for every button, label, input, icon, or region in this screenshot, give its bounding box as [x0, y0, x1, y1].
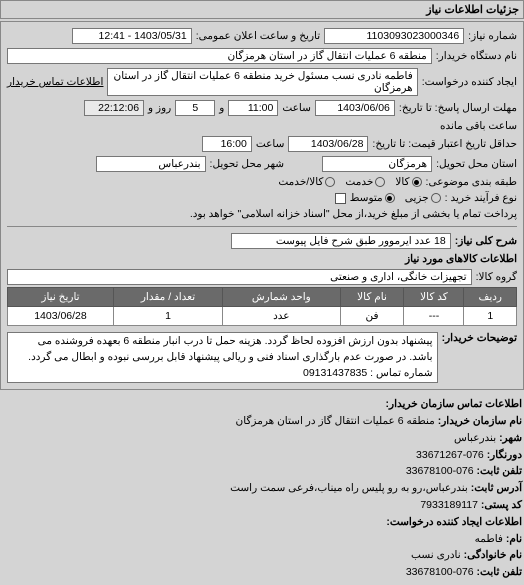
remarks-label: توضیحات خریدار:	[442, 332, 517, 344]
th-2: نام کالا	[340, 288, 404, 307]
c-zip: 7933189117	[420, 499, 478, 511]
remain-time: 22:12:06	[84, 100, 144, 116]
req-no-value: 1103093023000346	[324, 28, 464, 44]
contact-panel: اطلاعات تماس سازمان خریدار: نام سازمان خ…	[0, 392, 524, 585]
province-value: هرمزگان	[322, 156, 432, 172]
valid-date: 1403/06/28	[288, 136, 368, 152]
table-row: 1 --- فن عدد 1 1403/06/28	[8, 307, 517, 326]
c-org: منطقه 6 عملیات انتقال گاز در استان هرمزگ…	[236, 415, 435, 427]
td-4: 1	[113, 307, 222, 326]
c-addr: بندرعباس،رو به رو پلیس راه میناب،فرعی سم…	[230, 482, 468, 494]
radio-icon	[375, 177, 385, 187]
c-phone-label: تلفن ثابت:	[477, 465, 522, 477]
th-3: واحد شمارش	[223, 288, 341, 307]
c-name: فاطمه	[475, 533, 503, 545]
pack-label: طبقه بندی موضوعی:	[426, 176, 517, 188]
c-fax-label: دورنگار:	[487, 449, 522, 461]
need-title-label: شرح کلی نیاز:	[455, 235, 517, 247]
remain-suffix: ساعت باقی مانده	[440, 120, 517, 132]
c-city: بندرعباس	[454, 432, 496, 444]
time-label-2: ساعت	[256, 138, 285, 150]
valid-label: حداقل تاریخ اعتبار قیمت: تا تاریخ:	[372, 138, 517, 150]
time-label-1: ساعت	[282, 102, 311, 114]
buy-type-label: نوع فرآیند خرید :	[445, 192, 517, 204]
contact-title: اطلاعات تماس سازمان خریدار:	[2, 396, 522, 413]
c-lname: نادری نسب	[411, 549, 461, 561]
pack-radio-group: کالا خدمت کالا/خدمت	[278, 176, 421, 188]
radio-icon	[385, 193, 395, 203]
c-cphone-label: تلفن ثابت:	[477, 566, 522, 578]
c-req-header: اطلاعات ایجاد کننده درخواست:	[2, 514, 522, 531]
buy-radio-group: جزیی متوسط	[350, 192, 441, 204]
radio-icon	[325, 177, 335, 187]
valid-time: 16:00	[202, 136, 252, 152]
city-value: بندرعباس	[96, 156, 206, 172]
pack-opt-1[interactable]: خدمت	[345, 176, 385, 188]
td-0: 1	[464, 307, 517, 326]
deadline-days: 5	[175, 100, 215, 116]
pack-opt-0[interactable]: کالا	[395, 176, 421, 188]
c-fax: 076-33671267	[416, 449, 484, 461]
buy-opt-0[interactable]: جزیی	[405, 192, 441, 204]
remain-label: روز و	[148, 102, 171, 114]
deadline-date: 1403/06/06	[315, 100, 395, 116]
table-header-row: ردیف کد کالا نام کالا واحد شمارش تعداد /…	[8, 288, 517, 307]
c-lname-label: نام خانوادگی:	[464, 549, 522, 561]
group-label: گروه کالا:	[476, 271, 517, 283]
c-cphone: 076-33678100	[406, 566, 474, 578]
province-label: استان محل تحویل:	[436, 158, 517, 170]
c-name-label: نام:	[506, 533, 522, 545]
td-3: عدد	[223, 307, 341, 326]
c-phone: 076-33678100	[406, 465, 474, 477]
need-title-value: 18 عدد ایرموور طبق شرح فایل پیوست	[231, 233, 451, 249]
th-4: تعداد / مقدار	[113, 288, 222, 307]
th-5: تاریخ نیاز	[8, 288, 114, 307]
c-city-label: شهر:	[499, 432, 522, 444]
pack-opt-2[interactable]: کالا/خدمت	[278, 176, 335, 188]
deadline-label: مهلت ارسال پاسخ: تا تاریخ:	[399, 102, 517, 114]
td-2: فن	[340, 307, 404, 326]
group-value: تجهیزات خانگی، اداری و صنعتی	[7, 269, 472, 285]
radio-icon	[412, 177, 422, 187]
goods-table: ردیف کد کالا نام کالا واحد شمارش تعداد /…	[7, 287, 517, 326]
req-no-label: شماره نیاز:	[468, 30, 517, 42]
announce-value: 1403/05/31 - 12:41	[72, 28, 192, 44]
radio-icon	[431, 193, 441, 203]
c-addr-label: آدرس ثابت:	[471, 482, 522, 494]
c-org-label: نام سازمان خریدار:	[438, 415, 522, 427]
td-5: 1403/06/28	[8, 307, 114, 326]
info-panel: شماره نیاز: 1103093023000346 تاریخ و ساع…	[0, 21, 524, 390]
goods-header: اطلاعات کالاهای مورد نیاز	[7, 251, 517, 267]
buy-opt-1[interactable]: متوسط	[350, 192, 395, 204]
buy-note: پرداخت تمام یا بخشی از مبلغ خرید،از محل …	[190, 208, 517, 220]
buyer-org-value: منطقه 6 عملیات انتقال گاز در استان هرمزگ…	[7, 48, 432, 64]
treasury-checkbox[interactable]	[335, 193, 346, 204]
deadline-time: 11:00	[228, 100, 278, 116]
panel-title: جزئیات اطلاعات نیاز	[0, 0, 524, 19]
th-1: کد کالا	[404, 288, 464, 307]
buyer-org-label: نام دستگاه خریدار:	[436, 50, 517, 62]
remarks-value: پیشنهاد بدون ارزش افزوده لحاظ گردد. هزین…	[7, 332, 438, 383]
td-1: ---	[404, 307, 464, 326]
buyer-contact-link[interactable]: اطلاعات تماس خریدار	[7, 76, 103, 88]
city-label: شهر محل تحویل:	[210, 158, 285, 170]
creator-value: فاطمه نادری نسب مسئول خرید منطقه 6 عملیا…	[107, 68, 417, 96]
th-0: ردیف	[464, 288, 517, 307]
creator-label: ایجاد کننده درخواست:	[422, 76, 517, 88]
c-zip-label: کد پستی:	[481, 499, 522, 511]
announce-label: تاریخ و ساعت اعلان عمومی:	[196, 30, 320, 42]
and-label: و	[219, 102, 224, 114]
